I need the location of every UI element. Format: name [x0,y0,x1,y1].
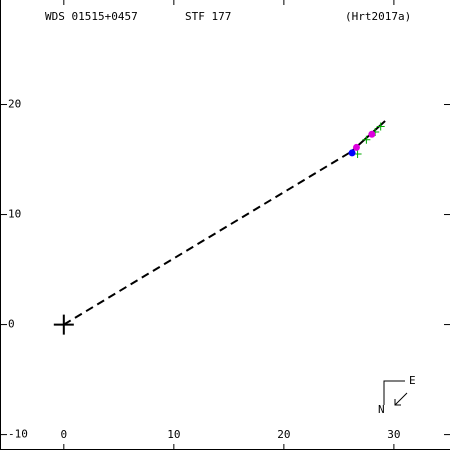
compass-east: E [409,374,416,387]
observation [348,149,356,157]
observation [362,135,371,144]
compass-arrow [394,392,408,406]
wds-label: WDS 01515+0457 [45,10,138,23]
x-tick-label: 0 [61,428,68,441]
y-tick-label: -10 [8,428,28,441]
y-tick-label: 20 [8,98,21,111]
compass-arrowhead [394,399,401,406]
x-tick-label: 20 [277,428,290,441]
observation [376,122,385,131]
compass-axes [383,380,405,405]
x-tick-label: 10 [167,428,180,441]
separation-line [63,150,352,326]
y-tick-label: 0 [8,318,15,331]
reference: (Hrt2017a) [345,10,411,23]
star-name: STF 177 [185,10,231,23]
observation [352,143,360,151]
compass-north: N [378,403,385,416]
x-tick-label: 30 [387,428,400,441]
compass: E N [378,374,416,416]
observation [368,130,376,138]
y-tick-label: 10 [8,208,21,221]
